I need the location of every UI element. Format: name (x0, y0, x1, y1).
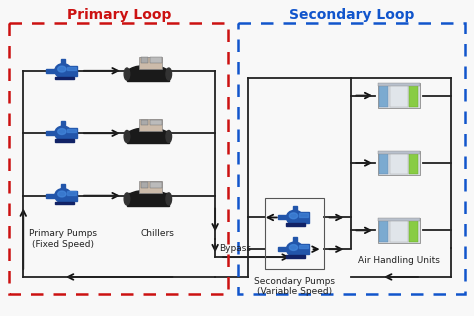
Ellipse shape (55, 64, 71, 78)
Bar (299, 245, 308, 248)
Ellipse shape (286, 242, 303, 256)
Bar (67, 191, 76, 195)
Bar (278, 247, 287, 251)
Bar (61, 121, 65, 127)
Bar (66, 191, 77, 201)
Bar (378, 218, 420, 243)
Ellipse shape (166, 131, 172, 143)
Bar (150, 57, 162, 63)
Ellipse shape (127, 190, 169, 205)
Bar (138, 181, 162, 193)
Bar (141, 57, 148, 63)
Bar (409, 219, 419, 242)
Bar (127, 69, 169, 81)
Bar (150, 182, 162, 188)
Text: Bypass: Bypass (219, 244, 251, 253)
Bar (61, 59, 65, 65)
Bar (390, 84, 408, 107)
Bar (409, 152, 419, 174)
Ellipse shape (127, 128, 169, 143)
Bar (378, 83, 420, 108)
Text: Secondary Pumps
(Variable Speed): Secondary Pumps (Variable Speed) (254, 277, 335, 296)
Bar (46, 69, 55, 73)
Bar (55, 139, 73, 142)
Ellipse shape (124, 193, 130, 205)
Bar (286, 255, 305, 258)
Bar (299, 213, 308, 217)
Text: Chillers: Chillers (140, 229, 174, 238)
Bar (378, 151, 420, 175)
Bar (378, 151, 420, 154)
Bar (66, 66, 77, 76)
Text: Primary Pumps
(Fixed Speed): Primary Pumps (Fixed Speed) (29, 229, 97, 249)
Bar (278, 216, 287, 220)
Bar (298, 244, 309, 254)
Ellipse shape (166, 68, 172, 80)
Bar (298, 212, 309, 222)
Text: Primary Loop: Primary Loop (66, 8, 171, 22)
Ellipse shape (55, 126, 71, 140)
Bar (138, 119, 162, 131)
Bar (379, 152, 388, 174)
Ellipse shape (166, 193, 172, 205)
Bar (141, 182, 148, 188)
Bar (127, 131, 169, 143)
Ellipse shape (124, 68, 130, 80)
Ellipse shape (58, 129, 66, 135)
Bar (378, 218, 420, 221)
Bar (379, 84, 388, 107)
Bar (141, 120, 148, 125)
Bar (286, 223, 305, 226)
Bar (46, 131, 55, 135)
Bar (55, 202, 73, 204)
Bar (390, 219, 408, 242)
Bar (66, 128, 77, 138)
Ellipse shape (55, 189, 71, 203)
Bar (127, 193, 169, 205)
Ellipse shape (58, 66, 66, 72)
Bar (265, 198, 325, 269)
Bar (138, 57, 162, 69)
Bar (292, 237, 297, 243)
Ellipse shape (286, 210, 303, 225)
Bar (379, 219, 388, 242)
Bar (292, 206, 297, 212)
Ellipse shape (127, 65, 169, 81)
Ellipse shape (289, 213, 298, 219)
Bar (55, 77, 73, 79)
Bar (67, 67, 76, 70)
Bar (67, 129, 76, 132)
Ellipse shape (289, 245, 298, 251)
Ellipse shape (58, 191, 66, 197)
Bar (61, 184, 65, 190)
Ellipse shape (124, 131, 130, 143)
Bar (150, 120, 162, 125)
Bar (378, 83, 420, 86)
Text: Secondary Loop: Secondary Loop (289, 8, 414, 22)
Text: Air Handling Units: Air Handling Units (358, 256, 440, 265)
Bar (46, 194, 55, 198)
Bar (409, 84, 419, 107)
Bar (390, 152, 408, 174)
